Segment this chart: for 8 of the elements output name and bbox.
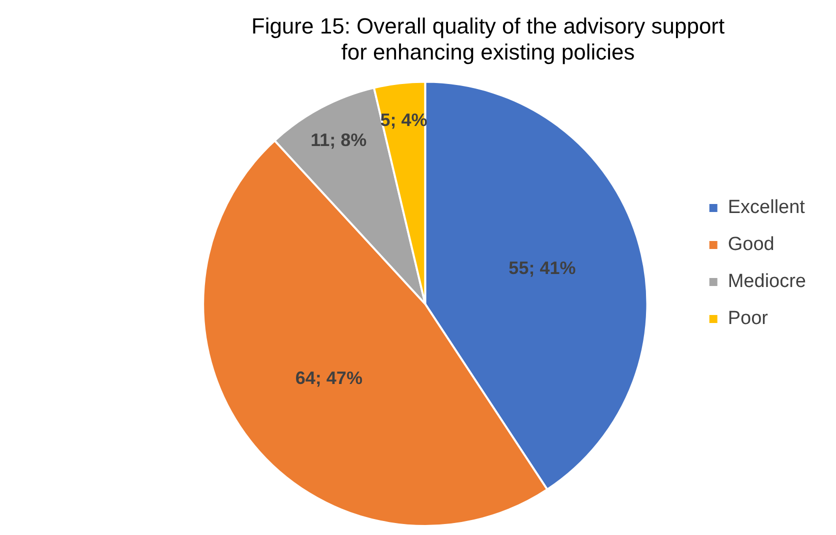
data-label: 11; 8% <box>310 130 367 150</box>
legend-label: Good <box>728 234 774 256</box>
legend-label: Mediocre <box>728 271 806 292</box>
legend-label: Poor <box>728 308 769 330</box>
chart-title: Figure 15: Overall quality of the advisory support for enhancing existing policies <box>251 13 725 65</box>
data-label: 55; 41% <box>508 258 576 278</box>
legend-label: Excellent <box>728 197 806 218</box>
data-label: 64; 47% <box>295 368 362 388</box>
